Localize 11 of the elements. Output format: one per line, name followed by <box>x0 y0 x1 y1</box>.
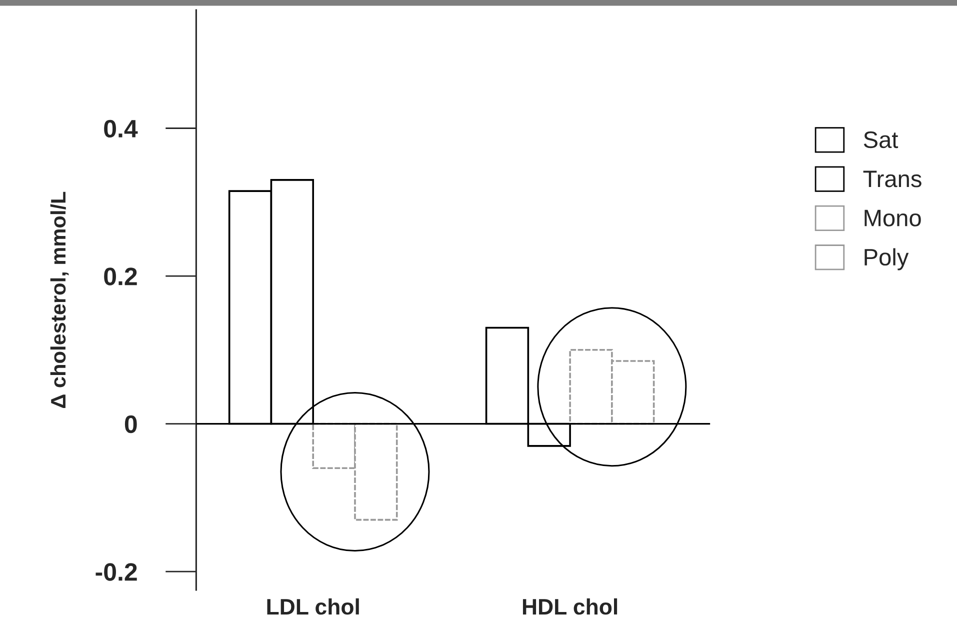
y-tick-label: 0 <box>124 415 137 434</box>
y-tick-label: 0.2 <box>104 268 137 286</box>
legend-label: Mono <box>864 210 921 226</box>
y-tick-label: -0.2 <box>96 563 137 581</box>
y-axis-title: Δ cholesterol, mmol/L <box>50 192 69 408</box>
y-tick-label: 0.4 <box>104 120 138 138</box>
legend-label: Poly <box>864 248 909 270</box>
legend-label: Trans <box>863 170 922 188</box>
legend-label: Sat <box>864 131 898 148</box>
x-tick-label: HDL chol <box>522 598 618 615</box>
x-tick-label: LDL chol <box>267 598 359 615</box>
